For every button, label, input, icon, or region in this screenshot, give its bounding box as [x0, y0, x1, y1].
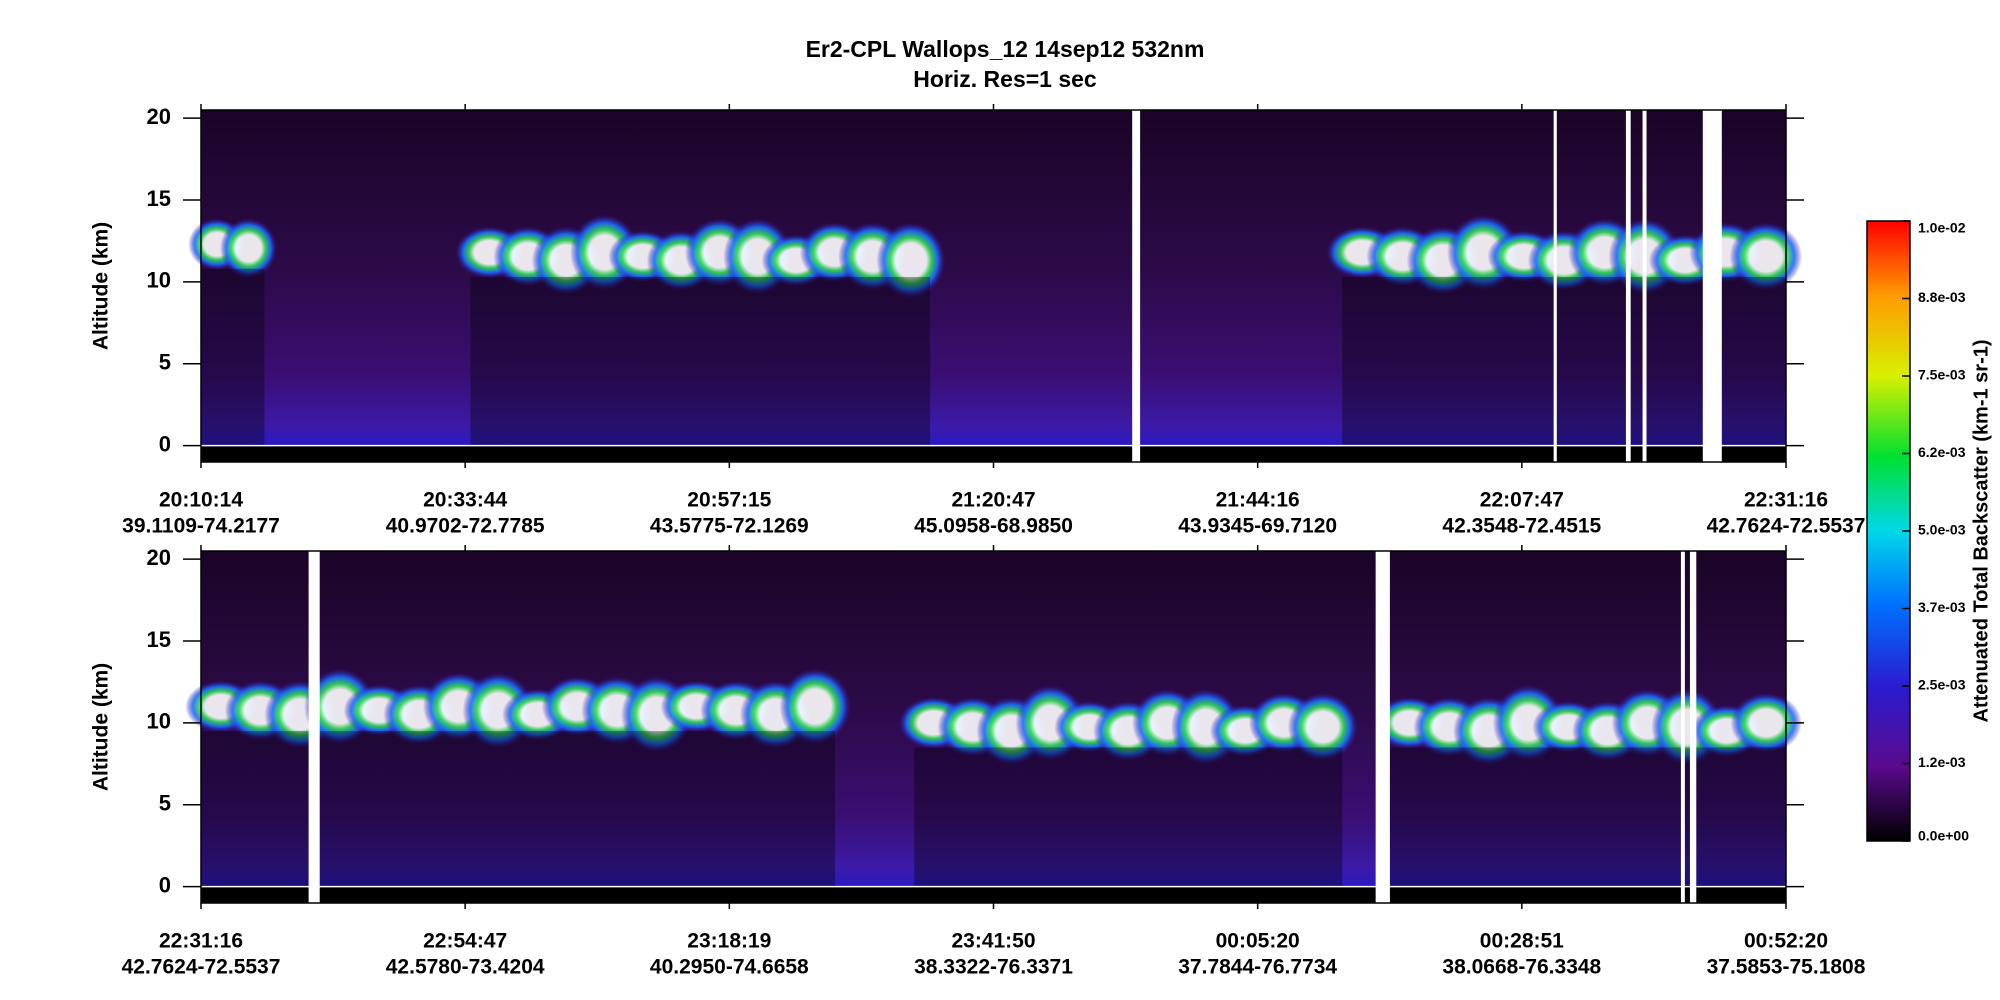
chart-subtitle: Horiz. Res=1 sec [913, 66, 1097, 92]
y-tick-label: 5 [159, 791, 171, 816]
cloud-shadow [914, 747, 1343, 887]
colorbar-tick-label: 1.2e-03 [1918, 754, 1966, 770]
x-location-label: 42.3548-72.4515 [1442, 515, 1601, 538]
x-time-label: 20:57:15 [687, 489, 771, 512]
data-gap [1553, 110, 1557, 462]
y-tick-label: 20 [147, 545, 171, 570]
data-gap [1132, 110, 1141, 462]
y-axis-label: Altitude (km) [90, 663, 113, 791]
cloud-layer [1287, 692, 1358, 761]
y-tick-label: 0 [159, 431, 171, 456]
y-axis-label: Altitude (km) [90, 222, 113, 350]
colorbar-tick-label: 0.0e+00 [1918, 828, 1969, 844]
x-time-label: 00:28:51 [1480, 930, 1564, 953]
data-gap [1689, 551, 1697, 903]
y-tick-label: 5 [159, 350, 171, 375]
x-location-label: 37.7844-76.7734 [1178, 956, 1337, 979]
x-location-label: 43.5775-72.1269 [650, 515, 809, 538]
data-gap [1680, 551, 1685, 903]
ground [201, 886, 1786, 903]
x-time-label: 20:10:14 [159, 489, 243, 512]
x-time-label: 00:52:20 [1744, 930, 1828, 953]
y-tick-label: 15 [147, 186, 171, 211]
y-tick-label: 0 [159, 872, 171, 897]
colorbar-tick-label: 7.5e-03 [1918, 367, 1966, 383]
x-time-label: 23:18:19 [687, 930, 771, 953]
x-time-label: 21:20:47 [951, 489, 1035, 512]
cloud-layer [779, 668, 851, 745]
data-gap [308, 551, 320, 903]
x-time-label: 23:41:50 [951, 930, 1035, 953]
x-location-label: 40.9702-72.7785 [386, 515, 545, 538]
colorbar-tick-label: 6.2e-03 [1918, 444, 1966, 460]
x-time-label: 00:05:20 [1216, 930, 1300, 953]
cloud-shadow [470, 276, 931, 446]
x-location-label: 37.5853-75.1808 [1707, 956, 1866, 979]
x-location-label: 42.7624-72.5537 [122, 956, 281, 979]
x-location-label: 45.0958-68.9850 [914, 515, 1073, 538]
y-tick-label: 15 [147, 627, 171, 652]
x-location-label: 38.3322-76.3371 [914, 956, 1073, 979]
colorbar-tick-label: 8.8e-03 [1918, 289, 1966, 305]
cloud-layer [220, 218, 278, 279]
chart-title: Er2-CPL Wallops_12 14sep12 532nm [806, 36, 1205, 62]
cloud-layer [1729, 222, 1803, 291]
cloud-shadow [1389, 747, 1786, 887]
data-gap [1702, 110, 1722, 462]
x-location-label: 42.5780-73.4204 [386, 956, 545, 979]
y-tick-label: 20 [147, 104, 171, 129]
y-tick-label: 10 [147, 268, 171, 293]
cloud-shadow [201, 731, 835, 887]
ground [201, 445, 1786, 462]
data-gap [1642, 110, 1647, 462]
backscatter-image [188, 110, 1803, 462]
x-time-label: 22:31:16 [1744, 489, 1828, 512]
x-time-label: 22:54:47 [423, 930, 507, 953]
x-location-label: 43.9345-69.7120 [1178, 515, 1337, 538]
backscatter-image [185, 551, 1802, 903]
x-time-label: 21:44:16 [1216, 489, 1300, 512]
cloud-shadow [201, 268, 265, 446]
x-location-label: 40.2950-74.6658 [650, 956, 809, 979]
y-tick-label: 10 [147, 709, 171, 734]
colorbar-tick-label: 2.5e-03 [1918, 677, 1966, 693]
cloud-layer [1730, 692, 1802, 753]
colorbar-tick-label: 1.0e-02 [1918, 220, 1966, 236]
x-location-label: 38.0668-76.3348 [1442, 956, 1601, 979]
colorbar-tick-label: 5.0e-03 [1918, 522, 1966, 538]
colorbar-title: Attenuated Total Backscatter (km-1 sr-1) [1970, 339, 1992, 722]
data-gap [1625, 110, 1631, 462]
x-location-label: 42.7624-72.5537 [1707, 515, 1866, 538]
x-time-label: 22:31:16 [159, 930, 243, 953]
data-gap [1375, 551, 1390, 903]
x-time-label: 20:33:44 [423, 489, 507, 512]
image-background [201, 110, 1786, 462]
x-location-label: 39.1109-74.2177 [122, 515, 280, 538]
x-time-label: 22:07:47 [1480, 489, 1564, 512]
cloud-layer [876, 222, 946, 299]
colorbar-tick-label: 3.7e-03 [1918, 599, 1966, 615]
